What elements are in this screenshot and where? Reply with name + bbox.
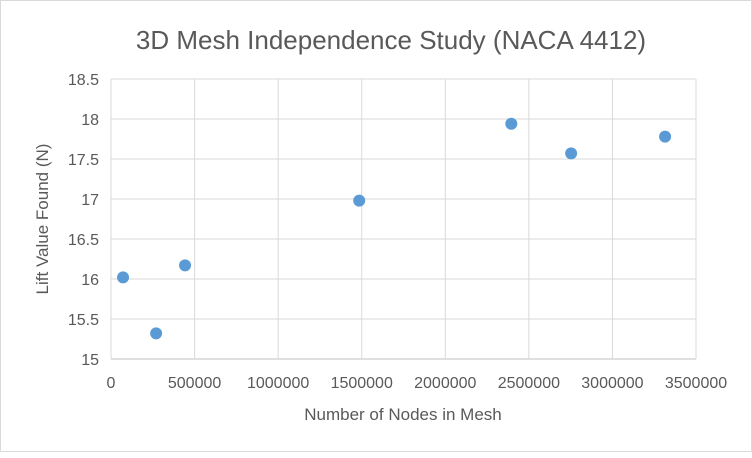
data-point [659, 130, 672, 143]
y-tick-label: 18 [81, 112, 99, 129]
x-tick-label: 3000000 [581, 375, 643, 392]
data-point [150, 327, 163, 340]
x-tick-label: 500000 [168, 375, 221, 392]
chart-title: 3D Mesh Independence Study (NACA 4412) [136, 25, 646, 55]
data-point [505, 117, 518, 130]
y-tick-label: 15 [81, 352, 99, 369]
data-point [565, 147, 578, 160]
y-tick-label: 17.5 [68, 152, 99, 169]
y-tick-label: 16 [81, 272, 99, 289]
x-tick-label: 1500000 [331, 375, 393, 392]
data-points [117, 117, 672, 340]
y-tick-label: 15.5 [68, 312, 99, 329]
tick-labels: 15 15.5 16 16.5 17 17.5 18 18.5 0 500000 1000000 15… [68, 72, 727, 392]
x-tick-label: 2500000 [498, 375, 560, 392]
x-tick-label: 2000000 [414, 375, 476, 392]
y-tick-label: 17 [81, 192, 99, 209]
gridlines [110, 78, 697, 360]
x-axis-label: Number of Nodes in Mesh [304, 405, 501, 424]
y-tick-label: 18.5 [68, 72, 99, 89]
x-tick-label: 3500000 [665, 375, 727, 392]
data-point [117, 271, 130, 284]
data-point [179, 259, 192, 272]
x-tick-label: 1000000 [247, 375, 309, 392]
y-tick-label: 16.5 [68, 232, 99, 249]
y-axis-label: Lift Value Found (N) [33, 144, 52, 295]
x-tick-label: 0 [107, 375, 116, 392]
data-point [353, 194, 366, 207]
